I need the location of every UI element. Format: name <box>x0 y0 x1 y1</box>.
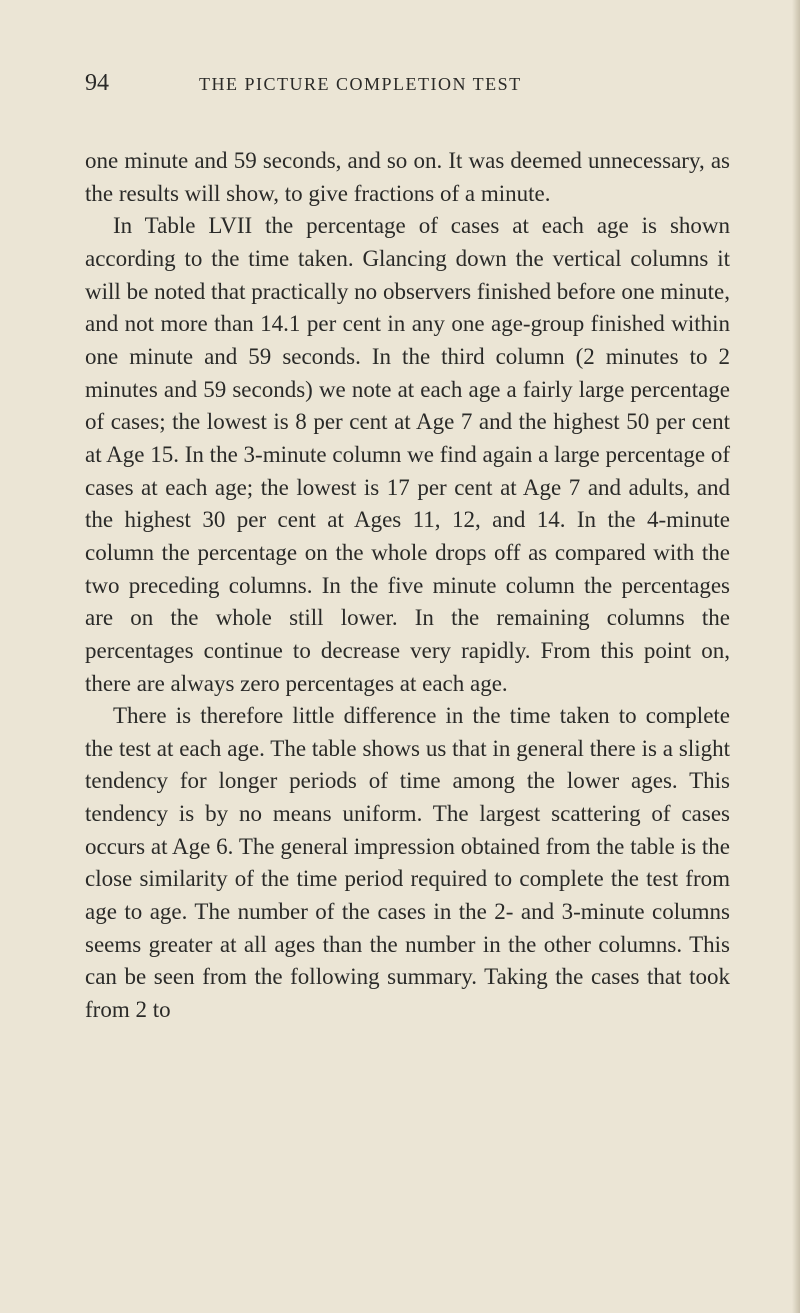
running-title: THE PICTURE COMPLETION TEST <box>199 74 730 95</box>
page-header: 94 THE PICTURE COMPLETION TEST <box>85 70 730 97</box>
paragraph-2: In Table LVII the percentage of cases at… <box>85 210 730 700</box>
body-text: one minute and 59 seconds, and so on. It… <box>85 145 730 1027</box>
page-number: 94 <box>85 70 109 97</box>
page-content: 94 THE PICTURE COMPLETION TEST one minut… <box>85 70 730 1263</box>
paragraph-1: one minute and 59 seconds, and so on. It… <box>85 145 730 210</box>
page-edge-shadow <box>792 0 800 1313</box>
paragraph-3: There is therefore little difference in … <box>85 700 730 1027</box>
